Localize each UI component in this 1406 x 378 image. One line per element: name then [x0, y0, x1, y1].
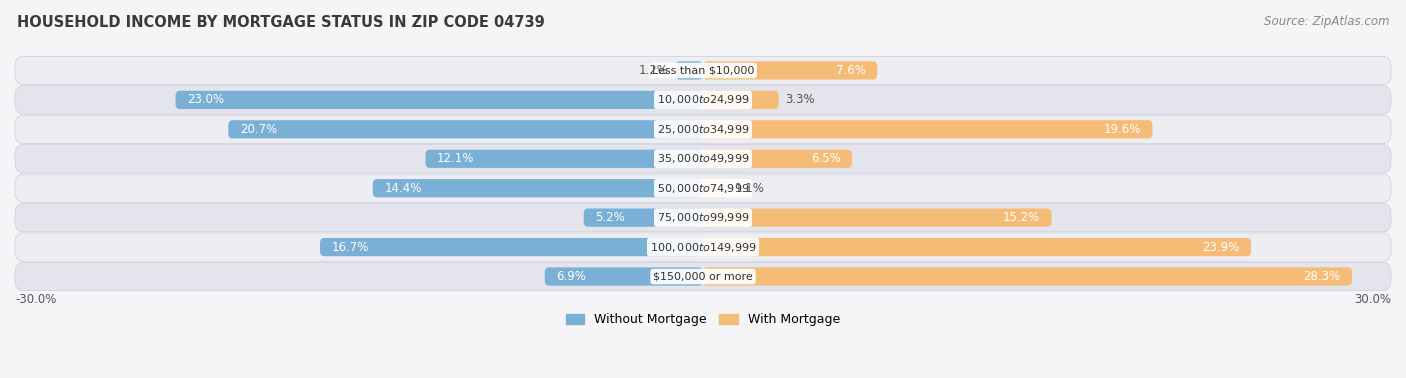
FancyBboxPatch shape	[544, 267, 703, 286]
Text: 23.0%: 23.0%	[187, 93, 224, 106]
Text: 6.9%: 6.9%	[557, 270, 586, 283]
Text: $75,000 to $99,999: $75,000 to $99,999	[657, 211, 749, 224]
FancyBboxPatch shape	[426, 150, 703, 168]
Text: 1.1%: 1.1%	[735, 182, 765, 195]
FancyBboxPatch shape	[15, 174, 1391, 202]
Text: $100,000 to $149,999: $100,000 to $149,999	[650, 240, 756, 254]
FancyBboxPatch shape	[176, 91, 703, 109]
Text: 3.3%: 3.3%	[786, 93, 815, 106]
Text: 28.3%: 28.3%	[1303, 270, 1340, 283]
Text: 19.6%: 19.6%	[1104, 123, 1142, 136]
Text: $10,000 to $24,999: $10,000 to $24,999	[657, 93, 749, 106]
FancyBboxPatch shape	[15, 262, 1391, 291]
Text: 1.2%: 1.2%	[638, 64, 669, 77]
FancyBboxPatch shape	[703, 267, 1353, 286]
Text: 6.5%: 6.5%	[811, 152, 841, 165]
FancyBboxPatch shape	[583, 209, 703, 227]
Text: 7.6%: 7.6%	[837, 64, 866, 77]
FancyBboxPatch shape	[228, 120, 703, 138]
Text: Source: ZipAtlas.com: Source: ZipAtlas.com	[1264, 15, 1389, 28]
Text: 20.7%: 20.7%	[240, 123, 277, 136]
Text: Less than $10,000: Less than $10,000	[652, 65, 754, 76]
FancyBboxPatch shape	[675, 61, 703, 80]
Text: 30.0%: 30.0%	[1354, 293, 1391, 306]
FancyBboxPatch shape	[703, 238, 1251, 256]
Text: $25,000 to $34,999: $25,000 to $34,999	[657, 123, 749, 136]
FancyBboxPatch shape	[703, 61, 877, 80]
Text: 23.9%: 23.9%	[1202, 240, 1240, 254]
Text: HOUSEHOLD INCOME BY MORTGAGE STATUS IN ZIP CODE 04739: HOUSEHOLD INCOME BY MORTGAGE STATUS IN Z…	[17, 15, 544, 30]
FancyBboxPatch shape	[15, 86, 1391, 114]
FancyBboxPatch shape	[373, 179, 703, 197]
Text: 5.2%: 5.2%	[595, 211, 624, 224]
FancyBboxPatch shape	[703, 209, 1052, 227]
FancyBboxPatch shape	[15, 56, 1391, 85]
Text: 16.7%: 16.7%	[332, 240, 368, 254]
Text: 15.2%: 15.2%	[1002, 211, 1040, 224]
FancyBboxPatch shape	[15, 203, 1391, 232]
FancyBboxPatch shape	[703, 120, 1153, 138]
Text: $50,000 to $74,999: $50,000 to $74,999	[657, 182, 749, 195]
FancyBboxPatch shape	[321, 238, 703, 256]
Text: -30.0%: -30.0%	[15, 293, 56, 306]
FancyBboxPatch shape	[703, 150, 852, 168]
Text: 14.4%: 14.4%	[384, 182, 422, 195]
FancyBboxPatch shape	[703, 179, 728, 197]
FancyBboxPatch shape	[703, 91, 779, 109]
Legend: Without Mortgage, With Mortgage: Without Mortgage, With Mortgage	[561, 308, 845, 332]
FancyBboxPatch shape	[15, 115, 1391, 144]
FancyBboxPatch shape	[15, 145, 1391, 173]
Text: $35,000 to $49,999: $35,000 to $49,999	[657, 152, 749, 165]
Text: $150,000 or more: $150,000 or more	[654, 271, 752, 282]
Text: 12.1%: 12.1%	[437, 152, 474, 165]
FancyBboxPatch shape	[15, 233, 1391, 261]
